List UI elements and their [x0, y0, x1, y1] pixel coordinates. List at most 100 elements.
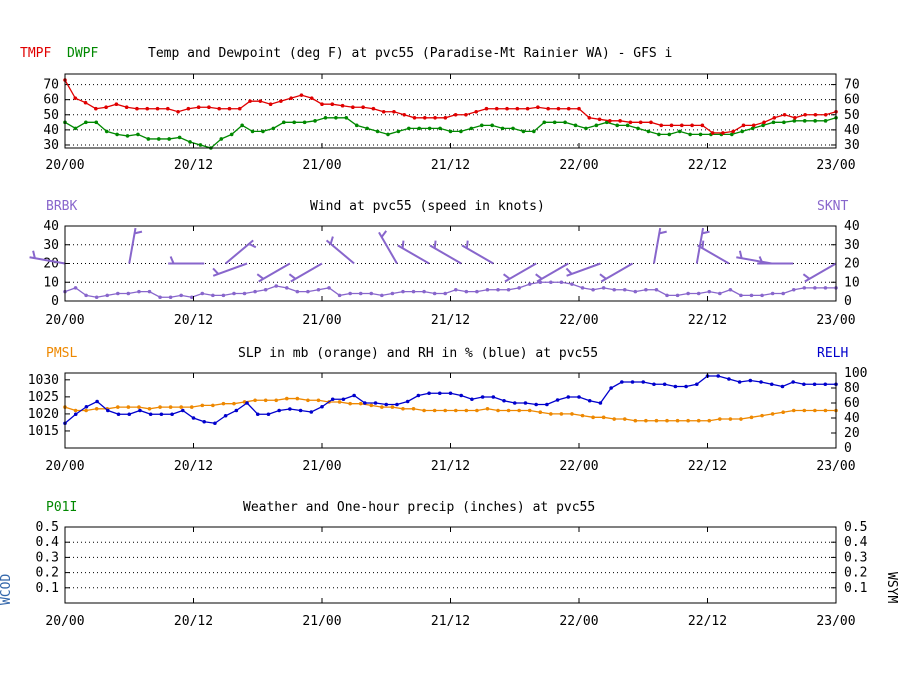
y-tick-label: 30: [844, 238, 860, 253]
rh-point: [84, 404, 89, 409]
temp-point: [515, 106, 520, 111]
slp-point: [675, 418, 680, 423]
wind-speed-point: [137, 289, 141, 294]
rh-point: [769, 382, 774, 387]
temp-line: [64, 79, 837, 134]
temp-title: Temp and Dewpoint (deg F) at pvc55 (Para…: [148, 46, 672, 61]
y-tick-label: 60: [844, 93, 860, 108]
wind-speed-point: [401, 289, 405, 294]
y-tick-label: 0.5: [36, 520, 59, 535]
wind-speed-point: [749, 293, 754, 298]
dewpoint-point: [521, 129, 526, 134]
temp-series: [63, 78, 838, 150]
y-tick-label: 0.2: [36, 566, 59, 581]
wind-barb-flag: [134, 230, 143, 235]
dewpoint-point: [677, 129, 682, 134]
wind-speed-point: [517, 286, 521, 290]
y-tick-label: 40: [844, 219, 860, 234]
x-tick-label: 23/00: [816, 459, 855, 474]
dewpoint-point: [688, 132, 692, 137]
dewpoint-point: [313, 119, 317, 123]
wind-barb-flag: [802, 273, 811, 280]
rh-point: [170, 412, 174, 417]
panel-wind: BRBK SKNT Wind at pvc55 (speed in knots)…: [29, 199, 860, 328]
slp-point: [813, 408, 817, 413]
rh-point: [812, 382, 817, 387]
dewpoint-point: [334, 115, 338, 120]
wind-barb-shaft: [290, 262, 323, 283]
slp-point: [253, 398, 257, 403]
dewpoint-point: [594, 123, 599, 128]
rh-point: [545, 402, 549, 407]
wind-speed-point: [94, 295, 99, 300]
rh-point: [534, 402, 538, 407]
x-tick-label: 20/12: [174, 313, 213, 328]
temp-point: [309, 96, 314, 100]
wind-speed-point: [284, 286, 289, 290]
wind-speed-point: [242, 291, 247, 296]
temp-point: [166, 106, 170, 111]
rh-point: [73, 412, 78, 417]
slp-point: [232, 401, 236, 406]
slp-point: [538, 410, 543, 415]
wind-speed-point: [686, 291, 690, 296]
temp-point: [813, 112, 818, 117]
temp-point: [330, 102, 335, 107]
y-tick-label: 0.4: [36, 535, 60, 550]
y-tick-label: 20: [844, 426, 860, 441]
temp-point: [556, 106, 561, 111]
wind-barb-shaft: [397, 244, 430, 265]
rh-point: [127, 412, 132, 417]
dewpoint-point: [563, 120, 567, 125]
wind-speed-point: [570, 282, 574, 286]
slp-point: [274, 398, 279, 403]
wind-speed-point: [263, 287, 268, 292]
wind-speed-point: [464, 289, 469, 294]
slp-point: [432, 408, 437, 413]
rh-point: [255, 412, 260, 417]
dewpoint-point: [323, 115, 328, 120]
temp-point: [566, 106, 571, 111]
wind-barb-shaft: [600, 262, 634, 283]
wind-barb-flag: [599, 273, 607, 280]
slp-point: [633, 418, 638, 423]
wind-speed-point: [549, 280, 553, 285]
wind-speed-point: [760, 293, 764, 298]
wind-barb-flag: [329, 236, 334, 245]
slp-point: [422, 408, 426, 413]
wind-speed-point: [337, 293, 342, 298]
slp-point: [570, 412, 574, 416]
slp-point: [348, 401, 352, 406]
temp-point: [669, 123, 674, 128]
temp-point: [196, 105, 201, 110]
temp-point: [484, 106, 489, 111]
temp-point: [186, 106, 191, 111]
wind-x-ticks: 20/00 20/12 21/00 21/12 22/00 22/12 23/00: [45, 226, 856, 328]
slp-x-ticks: 20/00 20/12 21/00 21/12 22/00 22/12 23/00: [45, 373, 856, 474]
wind-barb-shaft: [461, 244, 494, 265]
wind-barb-flag: [248, 242, 257, 249]
x-tick-label: 20/00: [45, 614, 84, 629]
slp-point: [559, 412, 564, 416]
y-tick-label: 0.4: [844, 535, 868, 550]
wind-speed-point: [295, 289, 300, 294]
temp-point: [587, 115, 592, 120]
wind-speed-point: [253, 289, 257, 294]
x-tick-label: 20/12: [174, 614, 213, 629]
wind-speed-point: [316, 287, 321, 292]
temp-point: [248, 99, 252, 103]
wind-speed-point: [147, 289, 152, 294]
x-tick-label: 22/12: [688, 614, 727, 629]
rh-point: [277, 408, 281, 413]
y-tick-label: 50: [43, 108, 59, 123]
rh-point: [448, 391, 453, 396]
slp-point: [147, 406, 152, 411]
wind-speed-point: [654, 287, 659, 292]
wind-speed-point: [770, 291, 775, 296]
x-tick-label: 21/00: [302, 313, 341, 328]
temp-point: [649, 120, 653, 125]
panel-slp-rh: PMSL RELH SLP in mb (orange) and RH in %…: [28, 346, 868, 474]
y-tick-label: 30: [844, 138, 860, 153]
wind-barb-flag: [565, 267, 573, 275]
